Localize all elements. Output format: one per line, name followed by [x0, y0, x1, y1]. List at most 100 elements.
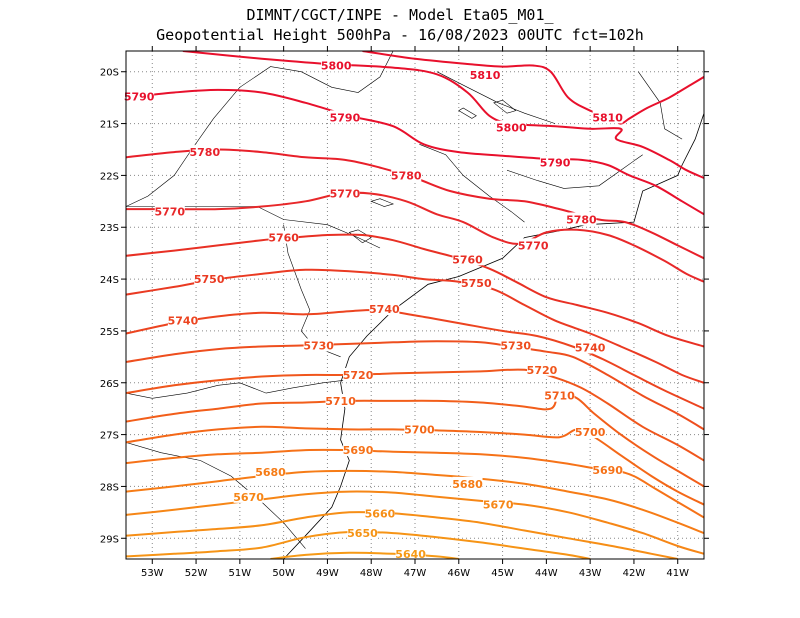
- contour-label-bg: [194, 272, 225, 286]
- contour-label-bg: [303, 338, 334, 352]
- contour-label-bg: [461, 276, 492, 290]
- contour-label: 5700: [575, 426, 606, 439]
- contour-label-bg: [592, 110, 623, 124]
- map-title-line1: DIMNT/CGCT/INPE - Model Eta05_M01_: [246, 6, 554, 24]
- contour-label: 5790: [330, 111, 361, 124]
- contour-label: 5780: [566, 213, 597, 226]
- contour-5750: [126, 268, 704, 384]
- lat-tick-label: 25S: [100, 327, 119, 338]
- contour-label-bg: [189, 145, 220, 159]
- lon-tick-label: 46W: [447, 568, 470, 579]
- lake: [370, 198, 395, 207]
- lat-tick-label: 20S: [100, 68, 119, 79]
- state-boundary: [638, 71, 683, 140]
- contour-5760: [126, 233, 704, 348]
- state-boundary: [126, 51, 394, 207]
- contour-label: 5680: [452, 478, 483, 491]
- contour-5730: [126, 340, 704, 431]
- lon-tick-label: 44W: [535, 568, 558, 579]
- contour-label: 5640: [395, 548, 426, 561]
- state-boundary: [126, 379, 345, 399]
- contour-label-bg: [592, 462, 623, 476]
- lon-tick-label: 48W: [360, 568, 383, 579]
- contour-label: 5700: [404, 423, 435, 436]
- contour-label: 5730: [500, 339, 531, 352]
- lake: [493, 99, 517, 114]
- contour-label-bg: [395, 546, 426, 560]
- contour-label: 5760: [268, 232, 299, 245]
- contour-5680: [126, 469, 704, 535]
- contour-5700: [126, 425, 704, 506]
- contour-label: 5670: [483, 499, 514, 512]
- contour-label-bg: [575, 340, 606, 354]
- contour-label: 5760: [452, 253, 483, 266]
- lat-tick-label: 21S: [100, 120, 119, 131]
- lon-tick-label: 50W: [272, 568, 295, 579]
- state-boundary: [506, 154, 643, 189]
- contour-5640: [270, 551, 459, 559]
- state-boundary: [419, 144, 525, 223]
- contour-label-bg: [154, 204, 185, 218]
- contour-label: 5790: [540, 156, 571, 169]
- contour-label-bg: [566, 212, 597, 226]
- contour-label: 5750: [461, 277, 492, 290]
- contour-label: 5800: [321, 60, 352, 73]
- contour-label-bg: [452, 252, 483, 266]
- contour-label: 5810: [470, 69, 501, 82]
- contour-label-bg: [325, 393, 356, 407]
- contour-label-bg: [343, 443, 374, 457]
- lon-tick-label: 41W: [666, 568, 689, 579]
- lat-tick-label: 29S: [100, 534, 119, 545]
- contour-label-bg: [124, 89, 155, 103]
- contour-label: 5710: [325, 395, 356, 408]
- lake: [458, 107, 477, 119]
- contour-label: 5680: [255, 466, 286, 479]
- contour-5800: [182, 51, 704, 179]
- lon-tick-label: 51W: [229, 568, 252, 579]
- contour-label: 5790: [124, 91, 155, 104]
- contour-5740: [126, 308, 704, 410]
- contour-label: 5660: [365, 507, 396, 520]
- contour-label-bg: [404, 422, 435, 436]
- contour-label-bg: [544, 388, 575, 402]
- contour-label-bg: [268, 230, 299, 244]
- contour-label: 5720: [343, 369, 374, 382]
- contour-5660: [126, 511, 678, 559]
- contour-label-bg: [255, 464, 286, 478]
- contour-label-bg: [233, 489, 264, 503]
- contour-label-bg: [452, 476, 483, 490]
- contour-label: 5710: [544, 390, 575, 403]
- contour-5720: [126, 368, 704, 462]
- contour-label: 5750: [194, 273, 225, 286]
- contour-label: 5770: [154, 206, 185, 219]
- contour-5780: [126, 148, 704, 260]
- lat-tick-label: 24S: [100, 275, 119, 286]
- contour-5790: [126, 88, 704, 216]
- contour-label: 5780: [391, 169, 422, 182]
- contour-label-bg: [483, 497, 514, 511]
- contour-5770: [126, 191, 704, 283]
- contour-label: 5650: [347, 527, 378, 540]
- contour-label: 5740: [369, 303, 400, 316]
- contour-label-bg: [518, 238, 549, 252]
- contour-label-bg: [343, 367, 374, 381]
- map-title-line2: Geopotential Height 500hPa - 16/08/2023 …: [156, 26, 644, 44]
- contour-label-bg: [526, 362, 557, 376]
- contour-label-bg: [540, 155, 571, 169]
- contour-label: 5740: [575, 342, 606, 355]
- contour-label: 5800: [496, 122, 527, 135]
- contour-label-bg: [329, 186, 360, 200]
- contour-label-bg: [321, 58, 352, 72]
- state-boundary: [436, 71, 556, 124]
- contour-5670: [126, 490, 704, 555]
- contour-label: 5810: [592, 111, 623, 124]
- contour-label: 5770: [330, 188, 361, 201]
- contour-5810: [362, 51, 704, 125]
- contour-label: 5730: [303, 339, 334, 352]
- lat-tick-label: 27S: [100, 431, 119, 442]
- lon-tick-label: 47W: [404, 568, 427, 579]
- contour-label-bg: [369, 302, 400, 316]
- contour-label-bg: [347, 526, 378, 540]
- contour-label: 5690: [592, 464, 623, 477]
